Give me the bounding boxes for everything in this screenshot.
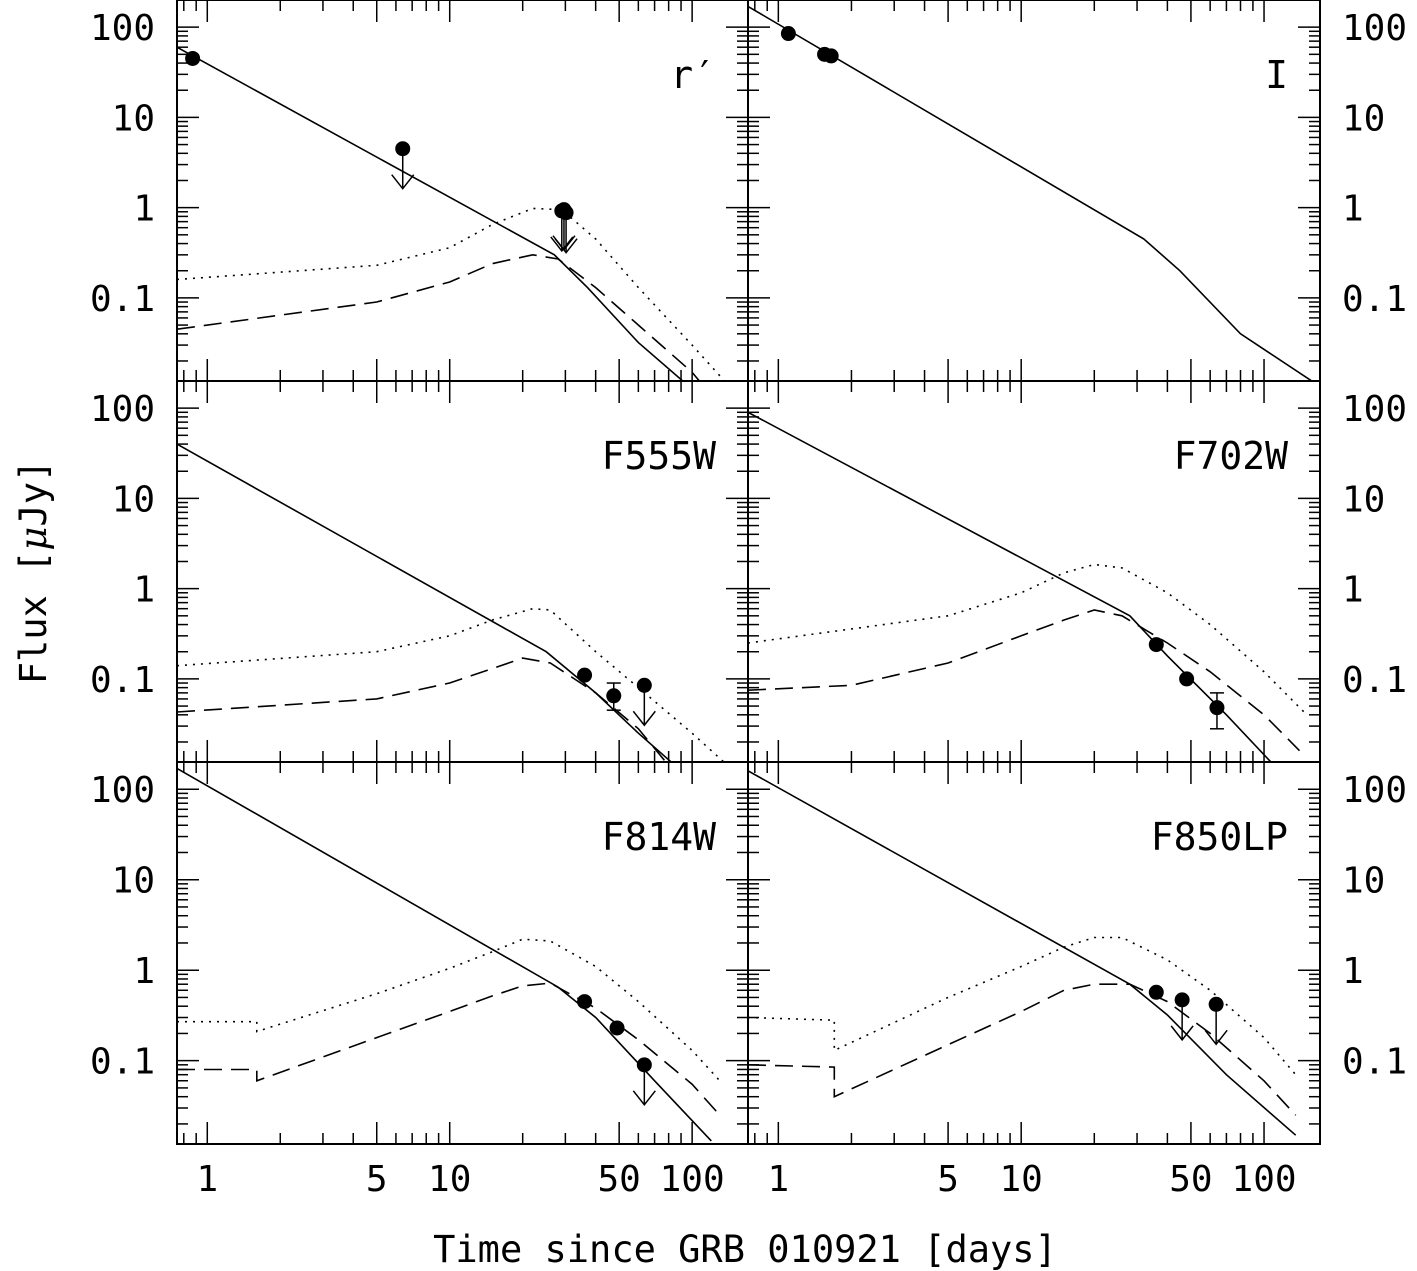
- x-tick-label: 1: [767, 1159, 789, 1200]
- panel-6: 100 10 1 0.1 1 5 10 50 100 F850LP: [747, 761, 1407, 1200]
- afterglow-model-line: [748, 411, 1272, 762]
- y-tick-label: 10: [112, 861, 155, 902]
- panel-curves: [748, 5, 1314, 381]
- upper-limit-point: [636, 677, 652, 693]
- panel-frame: [176, 0, 749, 382]
- x-tick-label: 1: [196, 1159, 218, 1200]
- afterglow-model-line: [177, 46, 684, 381]
- data-point: [185, 50, 201, 66]
- y-tick-label: 100: [90, 389, 155, 430]
- data-point: [1148, 637, 1164, 653]
- data-point: [1209, 700, 1225, 716]
- y-tick-label: 100: [90, 770, 155, 811]
- data-point: [609, 1020, 625, 1036]
- x-tick-label: 10: [1000, 1159, 1043, 1200]
- y-tick-label: 10: [1342, 98, 1385, 139]
- panel-curves: [177, 46, 726, 381]
- x-axis-title: Time since GRB 010921 [days]: [433, 1228, 1057, 1271]
- y-tick-label: 100: [1342, 8, 1407, 49]
- panel-label: I: [1265, 53, 1288, 97]
- upper-limit-point: [636, 1057, 652, 1073]
- y-tick-label: 0.1: [90, 279, 155, 320]
- y-tick-label: 1: [133, 570, 155, 611]
- x-tick-label: 10: [428, 1159, 471, 1200]
- upper-limit-point: [558, 205, 574, 221]
- panel-label: F555W: [602, 434, 717, 478]
- y-tick-label: 0.1: [90, 660, 155, 701]
- upper-limit-arrow: [391, 174, 415, 190]
- data-point: [577, 667, 593, 683]
- upper-limit-arrow: [1170, 1025, 1194, 1042]
- panel-4: 100 10 1 0.1 F702W: [747, 380, 1407, 763]
- supernova-model-dotted: [748, 936, 1297, 1076]
- panel-label: F850LP: [1151, 815, 1288, 859]
- y-tick-label: 1: [1342, 189, 1364, 230]
- supernova-model-dotted: [177, 207, 726, 381]
- panel-2: 100 10 1 0.1 I: [747, 0, 1407, 382]
- y-axis-title-prefix: Flux [: [12, 551, 55, 685]
- panel-curves: [748, 411, 1308, 762]
- upper-limit-arrow: [632, 710, 656, 727]
- panel-3: 100 10 1 0.1 F555W: [90, 380, 749, 763]
- y-tick-label: 0.1: [90, 1042, 155, 1083]
- upper-limit-point: [1208, 996, 1224, 1012]
- x-tick-label: 5: [366, 1159, 388, 1200]
- y-tick-label: 0.1: [1342, 279, 1407, 320]
- supernova-model-dotted: [748, 563, 1308, 716]
- panel-5: 100 10 1 0.1 1 5 10 50 100 F814W: [90, 761, 749, 1200]
- y-axis-title-suffix: Jy]: [12, 460, 55, 527]
- y-tick-label: 10: [112, 98, 155, 139]
- afterglow-model-line: [748, 770, 1297, 1136]
- supernova-model-dashed: [177, 982, 721, 1116]
- supernova-model-dashed: [177, 253, 701, 381]
- panel-curves: [177, 767, 721, 1142]
- x-tick-label: 50: [597, 1159, 640, 1200]
- y-axis-title: Flux [μJy]: [12, 460, 55, 685]
- supernova-model-dashed: [748, 609, 1301, 752]
- supernova-model-dotted: [177, 938, 721, 1082]
- y-tick-label: 1: [133, 189, 155, 230]
- upper-limit-arrow: [554, 238, 578, 254]
- data-point: [823, 48, 839, 64]
- afterglow-model-line: [177, 767, 712, 1142]
- upper-limit-point: [1174, 992, 1190, 1008]
- panel-label: F702W: [1174, 434, 1289, 478]
- x-tick-label: 5: [937, 1159, 959, 1200]
- y-axis-title-mu: μ: [12, 527, 55, 551]
- upper-limit-point: [395, 141, 411, 157]
- y-tick-label: 1: [133, 951, 155, 992]
- panel-curves: [177, 443, 726, 762]
- x-tick-label: 100: [660, 1159, 725, 1200]
- y-tick-label: 1: [1342, 951, 1364, 992]
- y-tick-label: 100: [90, 8, 155, 49]
- x-tick-label: 50: [1169, 1159, 1212, 1200]
- y-tick-label: 1: [1342, 570, 1364, 611]
- y-tick-label: 10: [1342, 479, 1385, 520]
- data-point: [780, 26, 796, 42]
- panel-label: r′: [670, 53, 716, 97]
- data-point: [1179, 671, 1195, 687]
- panel-1: 100 10 1 0.1 r′: [90, 0, 749, 382]
- y-tick-label: 0.1: [1342, 660, 1407, 701]
- data-point: [577, 994, 593, 1010]
- y-tick-label: 100: [1342, 389, 1407, 430]
- supernova-model-dashed: [177, 657, 667, 762]
- upper-limit-arrow: [1204, 1029, 1228, 1046]
- y-tick-label: 10: [112, 479, 155, 520]
- y-tick-label: 0.1: [1342, 1042, 1407, 1083]
- y-tick-label: 10: [1342, 861, 1385, 902]
- y-tick-label: 100: [1342, 770, 1407, 811]
- data-point: [1148, 984, 1164, 1000]
- afterglow-model-line: [177, 443, 673, 762]
- data-point: [606, 688, 622, 704]
- x-tick-label: 100: [1232, 1159, 1297, 1200]
- panel-label: F814W: [602, 815, 717, 859]
- panel-frame: [747, 761, 1321, 1145]
- upper-limit-arrow: [632, 1090, 656, 1107]
- afterglow-model-line: [748, 5, 1314, 381]
- upper-limit-arrow: [550, 236, 574, 253]
